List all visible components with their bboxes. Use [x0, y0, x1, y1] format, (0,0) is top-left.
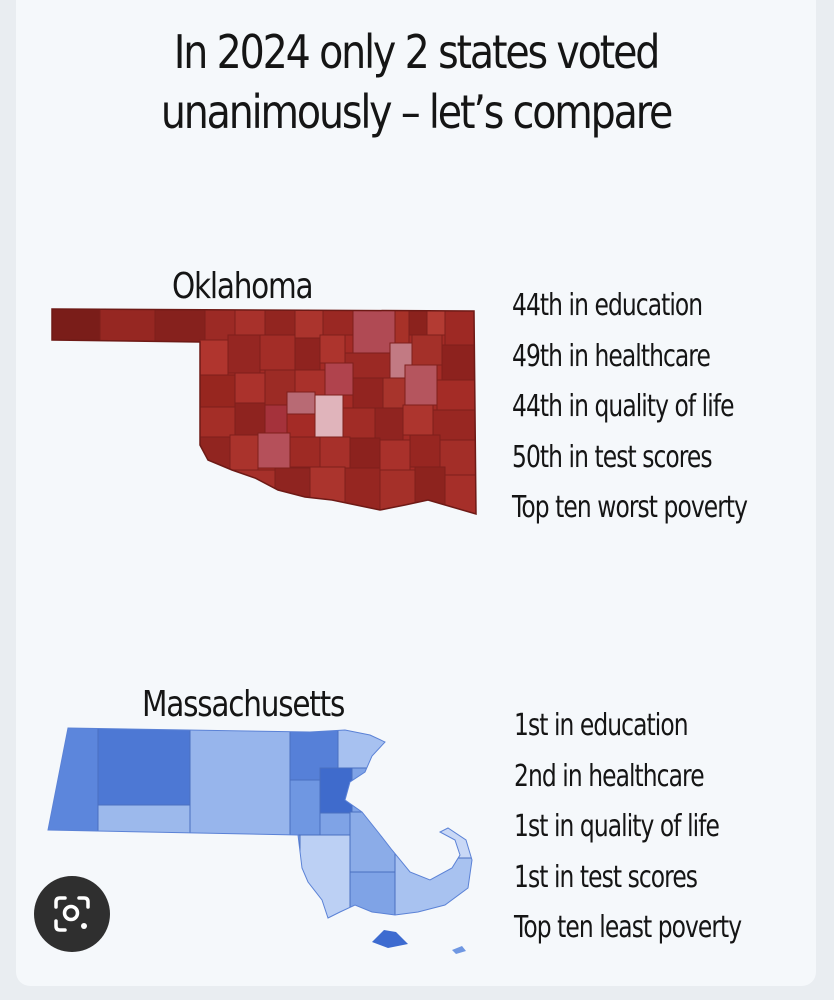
ma-county-hampden — [97, 804, 191, 836]
oklahoma-stat-education: 44th in education — [512, 288, 703, 323]
ok-county — [309, 466, 346, 514]
ma-county-norfolk — [289, 779, 321, 836]
ok-county — [319, 436, 351, 470]
ok-county — [229, 434, 259, 471]
ok-county — [286, 391, 316, 415]
oklahoma-stat-quality-of-life: 44th in quality of life — [512, 389, 735, 424]
ok-county — [411, 334, 443, 366]
lens-search-icon — [54, 896, 90, 932]
headline-line-1: In 2024 only 2 states voted — [173, 25, 661, 79]
ok-county — [439, 439, 476, 476]
massachusetts-stat-healthcare: 2nd in healthcare — [514, 758, 705, 794]
ok-county — [234, 402, 266, 436]
oklahoma-stat-poverty: Top ten worst poverty — [512, 490, 748, 525]
ma-county-worcester — [189, 728, 291, 836]
ok-county — [379, 469, 416, 514]
ok-county — [344, 467, 381, 514]
ok-county — [199, 406, 236, 438]
ok-county — [294, 337, 321, 371]
ok-county — [379, 439, 411, 471]
ok-county — [227, 334, 261, 374]
ok-county — [199, 374, 236, 408]
headline-line-2: unanimously – let’s compare — [160, 85, 673, 139]
ok-county — [402, 404, 434, 436]
ma-county-plymouth — [349, 811, 396, 873]
ok-county — [352, 309, 396, 354]
oklahoma-stat-healthcare: 49th in healthcare — [512, 338, 711, 374]
ma-island-nantucket — [452, 946, 466, 954]
ma-county-suffolk — [319, 767, 353, 814]
ok-outline — [51, 308, 477, 516]
ma-county-barnstable — [394, 849, 472, 918]
ok-county — [426, 309, 446, 336]
massachusetts-stat-quality-of-life: 1st in quality of life — [514, 809, 720, 844]
ok-county — [257, 432, 291, 469]
ok-county — [408, 309, 428, 336]
ok-county — [324, 362, 354, 396]
ma-county-berkshire — [48, 728, 99, 836]
ok-county — [264, 309, 296, 336]
ma-outline — [47, 727, 473, 919]
ok-county — [352, 377, 384, 409]
ok-county — [374, 407, 404, 441]
ok-county — [234, 372, 266, 404]
state-name-oklahoma: Oklahoma — [172, 266, 314, 307]
massachusetts-stat-test-scores: 1st in test scores — [514, 859, 698, 895]
ok-county — [404, 364, 438, 406]
massachusetts-stats-list: 1st in education 2nd in healthcare 1st i… — [514, 708, 742, 961]
ok-county — [322, 309, 354, 336]
ok-county — [342, 407, 376, 439]
oklahoma-stats-list: 44th in education 49th in healthcare 44t… — [512, 288, 748, 541]
massachusetts-stat-education: 1st in education — [514, 708, 689, 743]
ok-county — [234, 309, 266, 336]
headline: In 2024 only 2 states voted unanimously … — [72, 22, 760, 142]
ok-county-urban — [314, 394, 344, 438]
ok-county — [409, 434, 441, 468]
ok-county — [441, 344, 476, 381]
ok-county — [349, 437, 381, 469]
ma-county-franklin — [97, 728, 191, 806]
oklahoma-stat-test-scores: 50th in test scores — [512, 439, 713, 475]
ok-county — [259, 334, 296, 371]
ok-county — [319, 334, 346, 364]
ma-county-bristol — [299, 834, 351, 918]
ok-county — [52, 309, 101, 346]
ok-county — [99, 309, 156, 346]
ok-county — [264, 404, 288, 434]
state-name-massachusetts: Massachusetts — [142, 684, 345, 725]
ok-county — [199, 339, 229, 376]
ok-county — [414, 466, 446, 514]
ok-county — [444, 309, 476, 346]
massachusetts-stat-poverty: Top ten least poverty — [514, 910, 742, 945]
ma-island-marthas-vineyard — [372, 930, 408, 948]
ok-county — [382, 377, 406, 409]
ok-county — [154, 309, 206, 346]
ok-county — [289, 436, 321, 468]
lens-search-button[interactable] — [34, 876, 110, 952]
ok-county — [436, 379, 476, 411]
